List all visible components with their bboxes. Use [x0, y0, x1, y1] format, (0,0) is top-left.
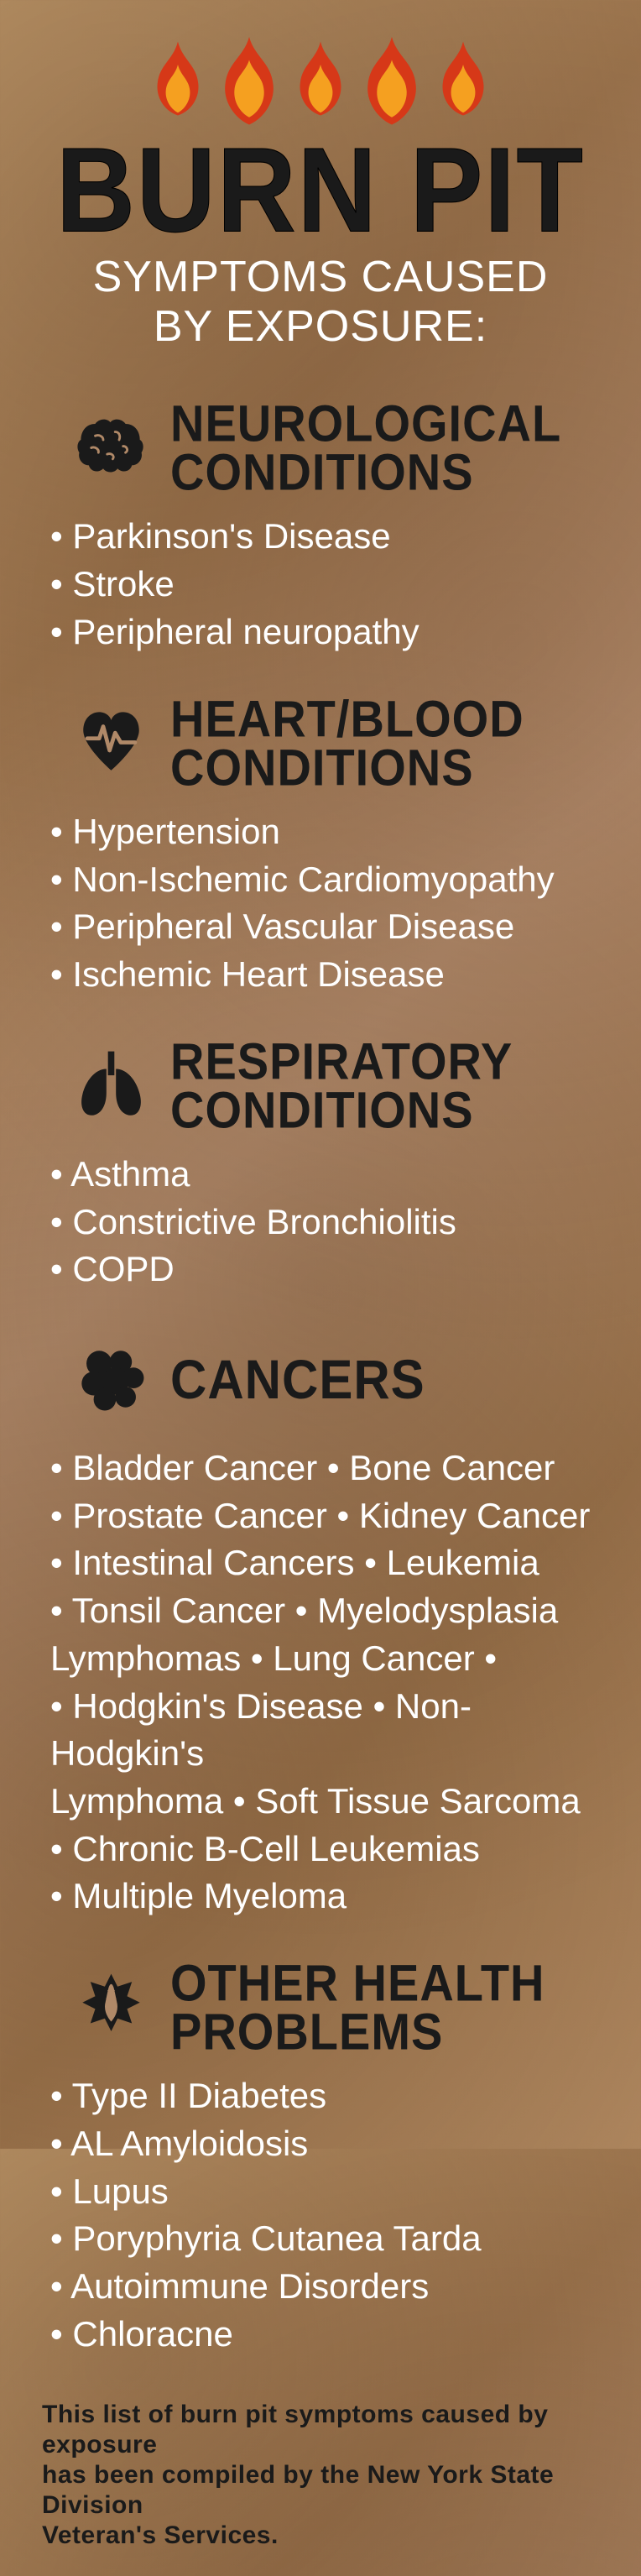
heart-icon [67, 698, 155, 786]
list-item: Peripheral neuropathy [50, 609, 599, 656]
infographic-container: BURN PIT SYMPTOMS CAUSED BY EXPOSURE: NE… [0, 0, 641, 2576]
footer-line: has been compiled by the New York State … [42, 2461, 554, 2519]
section-heart-blood: HEART/BLOOD CONDITIONS Hypertension Non-… [42, 698, 599, 999]
section-respiratory: RESPIRATORY CONDITIONS Asthma Constricti… [42, 1041, 599, 1293]
subtitle: SYMPTOMS CAUSED BY EXPOSURE: [42, 253, 599, 353]
item-list: Asthma Constrictive Bronchiolitis COPD [42, 1151, 599, 1293]
brain-icon [67, 404, 155, 492]
title-line: CONDITIONS [170, 443, 474, 501]
section-title: HEART/BLOOD CONDITIONS [170, 693, 524, 792]
section-title: CANCERS [170, 1353, 425, 1406]
list-item: Chloracne [50, 2311, 599, 2359]
item-list: Hypertension Non-Ischemic Cardiomyopathy… [42, 808, 599, 999]
list-item: Asthma [50, 1151, 599, 1199]
section-other-health: OTHER HEALTH PROBLEMS Type II Diabetes A… [42, 1962, 599, 2359]
list-item: COPD [50, 1246, 599, 1293]
lungs-icon [67, 1041, 155, 1129]
item-list: Parkinson's Disease Stroke Peripheral ne… [42, 513, 599, 656]
footer-line: Veteran's Services. [42, 2521, 279, 2549]
section-title: NEUROLOGICAL CONDITIONS [170, 399, 561, 497]
cells-icon [67, 1335, 155, 1424]
list-item: Type II Diabetes [50, 2072, 599, 2120]
section-neurological: NEUROLOGICAL CONDITIONS Parkinson's Dise… [42, 403, 599, 656]
footer-attribution: This list of burn pit symptoms caused by… [42, 2400, 599, 2551]
section-cancers: CANCERS • Bladder Cancer • Bone Cancer •… [42, 1335, 599, 1920]
list-item: Poryphyria Cutanea Tarda [50, 2215, 599, 2263]
section-header: NEUROLOGICAL CONDITIONS [42, 403, 599, 492]
section-header: CANCERS [42, 1335, 599, 1424]
title-line: CONDITIONS [170, 738, 474, 796]
section-title: OTHER HEALTH PROBLEMS [170, 1958, 545, 2056]
item-list: Type II Diabetes AL Amyloidosis Lupus Po… [42, 2072, 599, 2358]
list-item: Non-Ischemic Cardiomyopathy [50, 856, 599, 904]
section-title: RESPIRATORY CONDITIONS [170, 1036, 513, 1134]
list-item: AL Amyloidosis [50, 2120, 599, 2168]
section-header: HEART/BLOOD CONDITIONS [42, 698, 599, 787]
subtitle-line: SYMPTOMS CAUSED [93, 253, 549, 301]
title-line: CONDITIONS [170, 1080, 474, 1138]
main-title: BURN PIT [42, 133, 599, 248]
subtitle-line: BY EXPOSURE: [154, 302, 487, 351]
item-list-inline: • Bladder Cancer • Bone Cancer • Prostat… [42, 1445, 599, 1920]
footer-line: This list of burn pit symptoms caused by… [42, 2401, 548, 2458]
list-item: Constrictive Bronchiolitis [50, 1199, 599, 1246]
title-line: CANCERS [170, 1349, 425, 1411]
list-item: Stroke [50, 561, 599, 609]
section-header: RESPIRATORY CONDITIONS [42, 1041, 599, 1130]
list-item: Ischemic Heart Disease [50, 951, 599, 999]
section-header: OTHER HEALTH PROBLEMS [42, 1962, 599, 2051]
list-item: Autoimmune Disorders [50, 2263, 599, 2311]
list-item: Parkinson's Disease [50, 513, 599, 561]
list-item: Lupus [50, 2168, 599, 2216]
list-item: Hypertension [50, 808, 599, 856]
medical-star-icon [67, 1963, 155, 2051]
title-line: PROBLEMS [170, 2003, 443, 2061]
list-item: Peripheral Vascular Disease [50, 903, 599, 951]
